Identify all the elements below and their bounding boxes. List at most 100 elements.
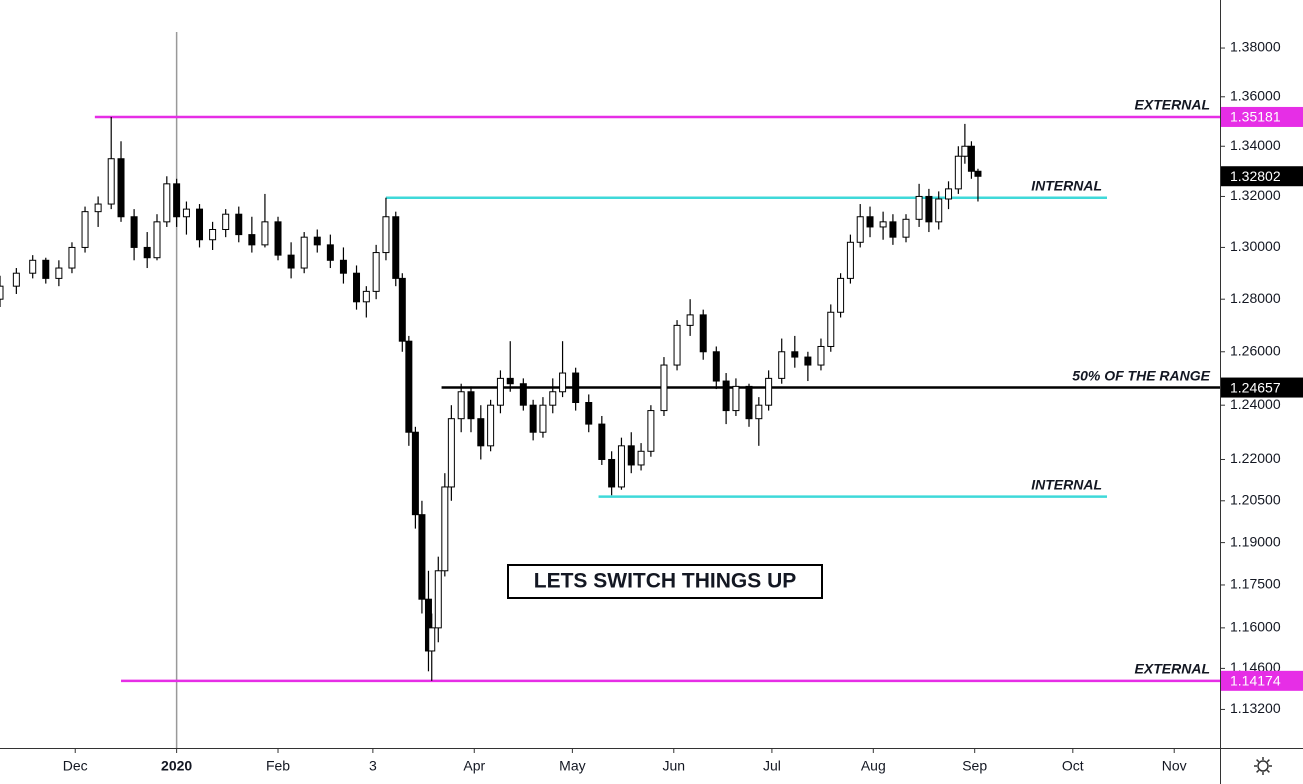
level-label: INTERNAL [1031,476,1102,492]
level-label: INTERNAL [1031,177,1102,193]
candle-body [915,195,923,220]
candle-body [300,236,308,269]
candle-body [339,259,347,274]
candle-body [130,216,138,248]
y-tick-label: 1.26000 [1230,342,1281,358]
candle-body [879,221,887,228]
candle-body [107,158,115,205]
candle-body [902,218,910,238]
candle-body [12,272,20,287]
candle-body [967,145,975,172]
gear-ring [1257,760,1269,772]
candle-body [699,314,707,353]
y-tick-label: 1.13200 [1230,700,1281,716]
x-tick-label: Jul [763,758,781,774]
candle-body [457,391,465,420]
candle-body [235,213,243,236]
levels-layer: EXTERNAL INTERNAL 50% OF THE RANGE INTERNAL… [94,97,1220,683]
settings-icon[interactable] [1254,757,1272,775]
level-label: EXTERNAL [1135,661,1210,677]
candle-body [856,216,864,243]
candle-body [418,514,426,600]
y-tick-label: 1.20500 [1230,491,1281,507]
level-price-tag-bg [1221,106,1303,127]
candle-body [673,324,681,366]
candle-body [94,203,102,213]
candle-body [196,208,204,241]
candle-body [827,311,835,347]
candle-body [617,445,625,488]
candle-body [428,627,436,652]
candle-body [686,314,694,326]
candle-body [637,450,645,466]
y-tick-label: 1.19000 [1230,533,1281,549]
x-tick-label: Aug [861,758,886,774]
level-price-tag-bg [1221,377,1303,398]
candles-layer [0,116,982,681]
gear-teeth [1254,757,1272,775]
candle-body [163,183,171,223]
y-tick-label: 1.34000 [1230,137,1281,153]
level-price-tag: 1.14174 [1230,673,1281,689]
candle-body [519,383,527,406]
candle-body [837,277,845,313]
candle-body [477,418,485,447]
candle-body [55,267,63,279]
candle-body [722,380,730,412]
candle-body [935,198,943,223]
candle-body [496,377,504,406]
y-tick-label: 1.38000 [1230,39,1281,55]
candle-body [222,213,230,230]
y-tick-label: 1.16000 [1230,619,1281,635]
y-tick-label: 1.24000 [1230,396,1281,412]
candle-body [153,221,161,259]
axes-layer: 1.38000 1.36000 1.34000 1.32000 1.30000 1.280… [63,39,1303,774]
candle-body [925,195,933,223]
y-tick-label: 1.22000 [1230,450,1281,466]
candle-body [866,216,874,228]
candle-body [372,252,380,292]
candle-body [549,391,557,406]
candle-body [248,234,256,246]
candle-body [434,570,442,629]
candle-body [467,391,475,420]
x-tick-label: Sep [962,758,987,774]
x-tick-label: Jun [662,758,685,774]
candle-body [954,155,962,190]
candle-body [382,216,390,254]
candle-body [974,170,982,177]
candle-body [608,458,616,488]
candle-body [559,372,567,393]
candle-body [529,404,537,433]
candle-body [392,216,400,279]
candle-body [68,246,76,269]
x-tick-label: May [559,758,585,774]
candle-body [755,404,763,420]
candle-body [261,221,269,246]
candle-body [487,404,495,447]
candle-body [889,221,897,238]
candle-body [42,259,50,279]
candle-body [447,418,455,488]
level-price-tag: 1.24657 [1230,379,1281,395]
candle-body [732,385,740,412]
candle-body [411,431,419,516]
candle-body [143,246,151,259]
candle-body [846,241,854,279]
candle-body [712,351,720,382]
candle-body [398,277,406,342]
level-label: EXTERNAL [1135,97,1210,113]
candle-body [804,356,812,366]
candle-body [506,377,514,385]
candle-body [572,372,580,404]
candle-body [945,188,953,200]
candle-body [173,183,181,218]
candle-body [287,254,295,269]
annotation-box [507,564,823,599]
candle-body [209,228,217,241]
x-tick-label: Dec [63,758,88,774]
y-tick-label: 1.36000 [1230,87,1281,103]
candle-body [362,290,370,303]
annotation: LETS SWITCH THINGS UP [534,570,797,593]
